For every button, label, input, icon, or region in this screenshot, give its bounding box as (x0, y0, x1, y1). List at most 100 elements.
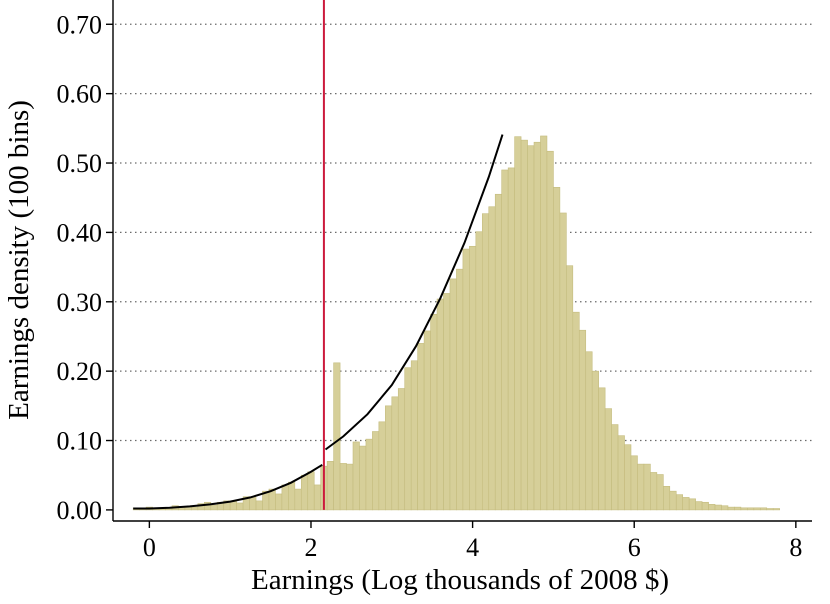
histogram-bar (359, 445, 367, 511)
x-tick-label: 2 (304, 533, 317, 562)
histogram-bar (514, 136, 522, 511)
histogram-bar (772, 508, 780, 511)
tick-labels: 0.00 0.10 0.20 0.30 0.40 0.50 0.60 0.70 0 2 4 6 8 (57, 10, 803, 562)
histogram-bar (759, 507, 768, 511)
histogram-bar (708, 504, 716, 511)
histogram-bar (423, 330, 431, 511)
x-tick-label: 8 (789, 533, 802, 562)
y-tick-label: 0.00 (57, 496, 103, 525)
y-tick-label: 0.60 (57, 80, 103, 109)
histogram-bar (572, 311, 580, 511)
histogram-bar (300, 474, 309, 511)
x-axis-title: Earnings (Log thousands of 2008 $) (251, 564, 669, 596)
histogram-bar (397, 388, 406, 511)
histogram-bar (372, 431, 380, 511)
histogram-bar (546, 150, 554, 511)
histogram-bar (391, 396, 399, 511)
axes (112, 0, 812, 522)
histogram-bar (695, 501, 703, 511)
histogram-bar (527, 145, 535, 511)
histogram-bar (727, 506, 735, 511)
histogram-bar (611, 424, 619, 511)
histogram-bar (346, 463, 354, 511)
histogram-bar (449, 278, 457, 511)
grid-lines (115, 23, 812, 442)
histogram-bar (669, 490, 677, 511)
histogram-bar (682, 497, 690, 511)
histogram-bar (604, 408, 612, 511)
histogram-bar (469, 245, 477, 511)
histogram-bar (462, 248, 470, 511)
histogram-bar (488, 206, 496, 511)
y-tick-label: 0.70 (57, 10, 103, 39)
histogram-bar (456, 268, 464, 511)
x-tick-label: 0 (143, 533, 156, 562)
histogram-bar (313, 484, 321, 511)
x-tick-label: 4 (466, 533, 479, 562)
histogram-bar (624, 444, 632, 511)
histogram-bar (688, 498, 696, 511)
histogram-bar (249, 497, 257, 511)
histogram-bar (714, 504, 722, 511)
histogram-bar (637, 463, 645, 511)
histogram-bar (210, 504, 218, 511)
histogram-bar (585, 351, 593, 511)
y-tick-label: 0.50 (57, 149, 103, 178)
histogram-bar (566, 265, 574, 511)
histogram-bar (553, 187, 561, 511)
overlay-lines (133, 0, 504, 510)
histogram-bar (734, 506, 742, 511)
histogram-bar (533, 141, 541, 511)
histogram-bar (598, 387, 606, 511)
histogram-bar (643, 463, 651, 511)
histogram-bar (352, 441, 360, 511)
histogram-bar (385, 405, 393, 511)
y-tick-label: 0.30 (57, 288, 103, 317)
histogram-bar (501, 169, 509, 511)
x-tick-label: 6 (628, 533, 641, 562)
histogram-bar (236, 502, 244, 511)
histogram-bar (333, 362, 341, 511)
histogram-bar (417, 343, 425, 511)
histogram-bar (650, 472, 658, 511)
histogram-bar (520, 139, 528, 511)
histogram-bar (404, 367, 412, 511)
histogram-bar (436, 298, 444, 511)
histogram-bar (540, 135, 548, 511)
histogram-bar (229, 501, 237, 511)
histogram-bars (132, 135, 780, 511)
histogram-bar (675, 494, 684, 511)
histogram-bar (494, 193, 502, 511)
histogram-bar (559, 212, 567, 511)
histogram-bar (307, 471, 315, 511)
histogram-bar (656, 474, 664, 511)
histogram-bar (326, 461, 334, 511)
histogram-bar (294, 488, 302, 511)
histogram-bar (507, 167, 515, 511)
histogram-bar (663, 486, 671, 511)
histogram-bar (747, 507, 755, 511)
histogram-bar (288, 481, 296, 511)
histogram-bar (339, 463, 347, 511)
histogram-bar (443, 293, 451, 511)
histogram-bar (701, 501, 709, 511)
fit-curve-left (133, 463, 323, 510)
y-axis-title: Earnings density (100 bins) (3, 100, 35, 420)
histogram-bar (481, 213, 490, 511)
histogram-bar (365, 438, 373, 511)
histogram-bar (204, 501, 212, 511)
histogram-bar (475, 231, 483, 511)
histogram-bar (191, 506, 199, 511)
histogram-bar (275, 493, 283, 511)
histogram-bar (281, 484, 289, 511)
y-tick-label: 0.40 (57, 218, 103, 247)
histogram-bar (378, 421, 386, 511)
histogram-bar (430, 313, 438, 511)
histogram-bar (753, 507, 761, 511)
y-tick-label: 0.10 (57, 427, 103, 456)
histogram-bar (617, 435, 625, 511)
histogram-bar (410, 360, 418, 511)
histogram-bar (591, 370, 599, 511)
histogram-bar (630, 455, 638, 511)
